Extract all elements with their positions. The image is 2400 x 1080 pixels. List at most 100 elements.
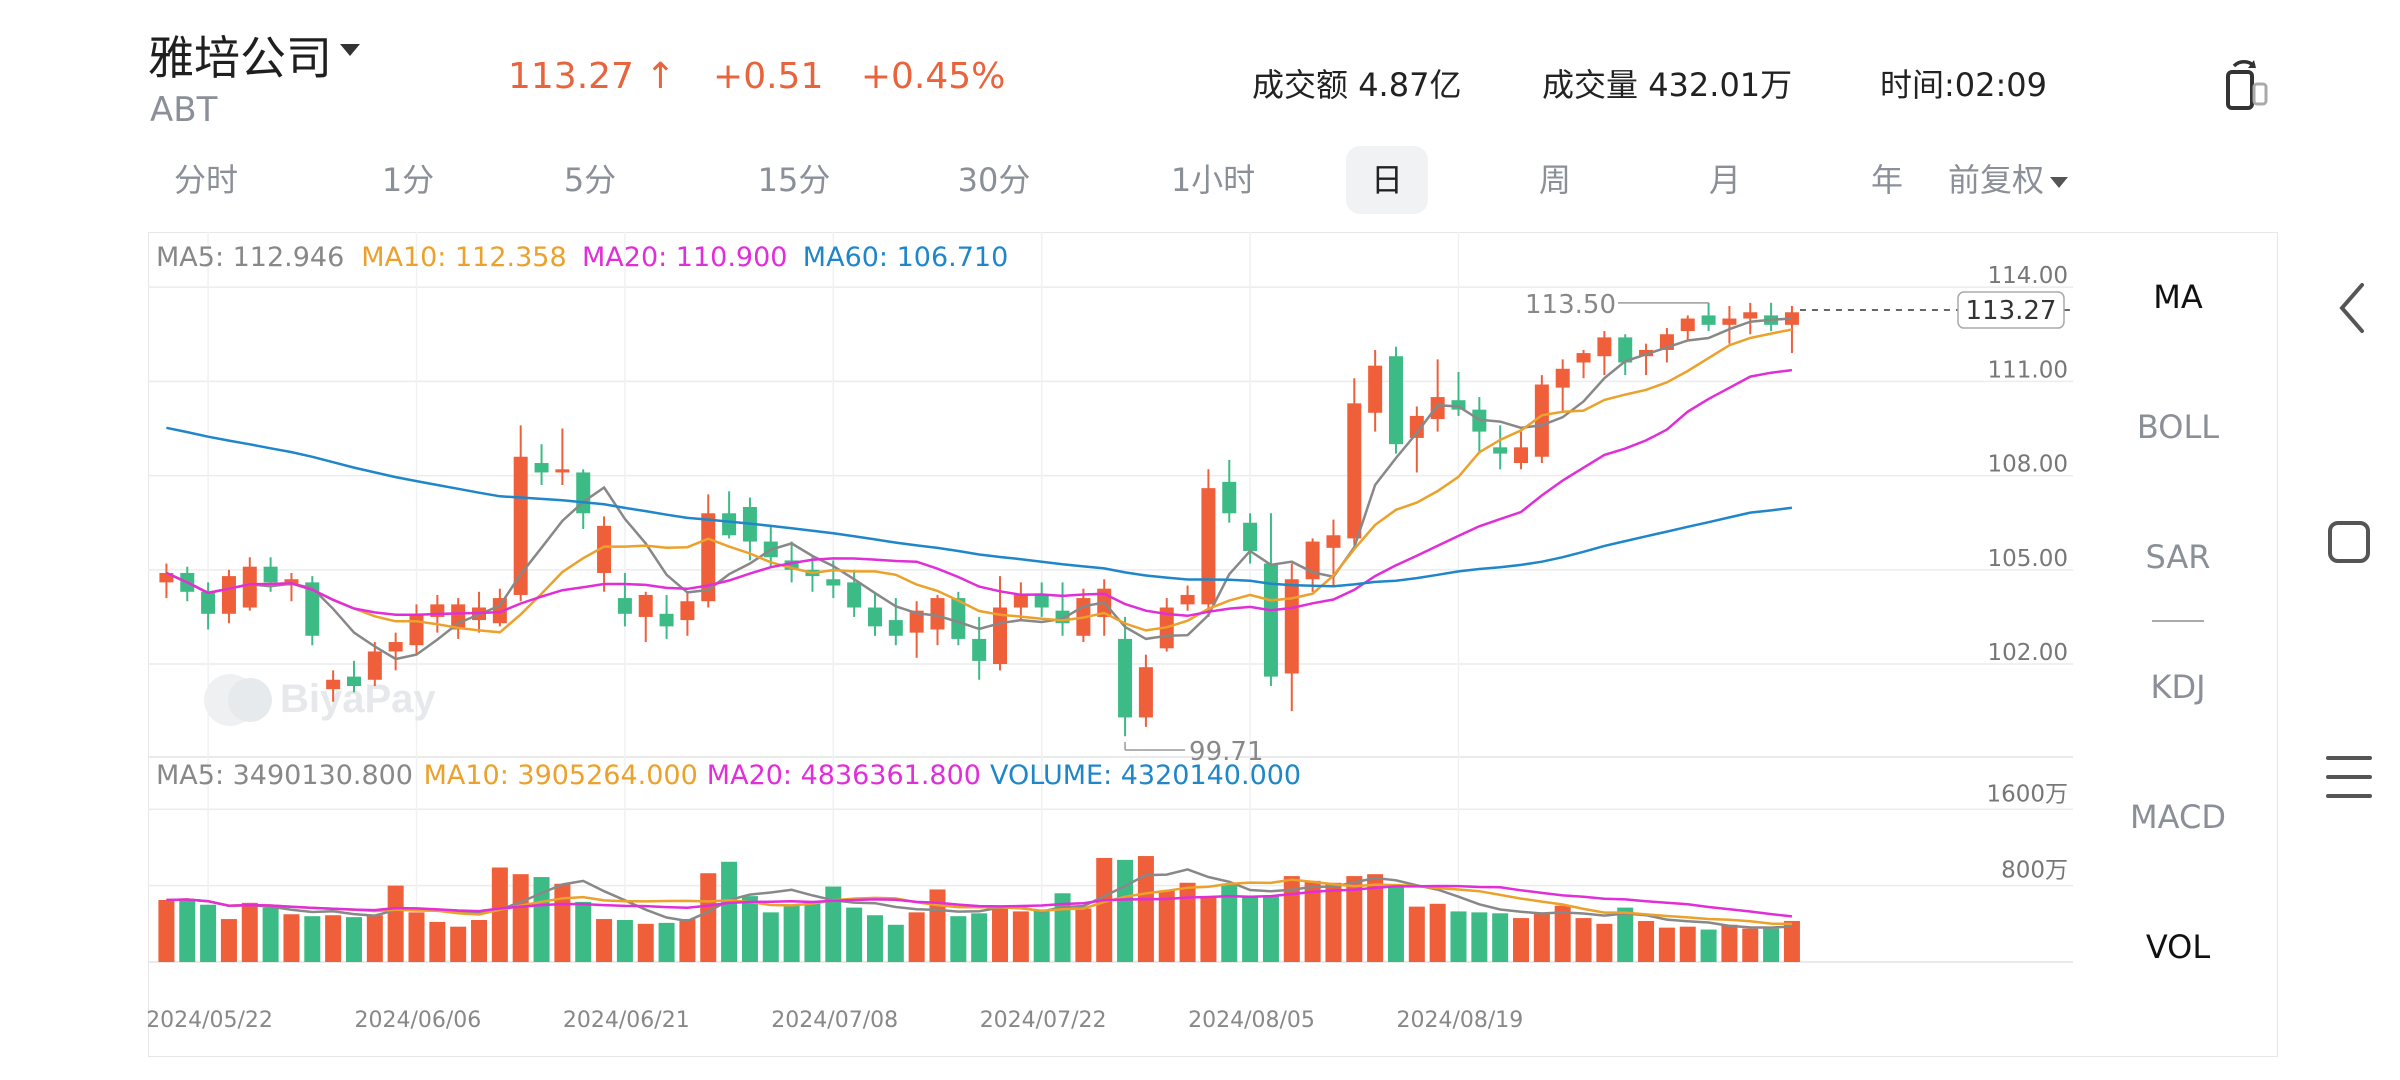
period-tabs: 分时 1分 5分 15分 30分 1小时 日 周 月 年 前复权	[148, 146, 2069, 216]
volume-bar	[616, 920, 633, 962]
candle-body	[867, 607, 882, 627]
chart-frame	[148, 232, 2278, 1057]
tab-1hour[interactable]: 1小时	[1170, 161, 1256, 199]
tab-15min[interactable]: 15分	[757, 161, 831, 199]
time-stat: 时间:02:09	[1880, 60, 2047, 106]
ma60-line	[166, 426, 1793, 588]
candle-body	[1013, 594, 1028, 608]
price-tick-label: 114.00	[1988, 263, 2068, 289]
chevron-down-icon[interactable]	[340, 44, 360, 56]
volume-bar	[1658, 927, 1675, 962]
back-icon[interactable]	[2339, 283, 2364, 333]
candle-body	[1180, 594, 1195, 605]
volume-bar	[721, 861, 738, 962]
candle-body	[784, 560, 799, 570]
volume-bar	[1700, 929, 1717, 962]
volume-bars	[158, 856, 1800, 962]
candle-body	[1722, 318, 1737, 325]
candle-body	[722, 513, 737, 536]
candle-body	[1201, 488, 1216, 605]
volume-bar	[908, 912, 925, 962]
indicator-sar[interactable]: SAR	[2145, 538, 2211, 576]
candle-body	[242, 566, 257, 608]
volume-bar	[1575, 918, 1592, 962]
volume-bar	[1200, 896, 1217, 962]
candle-body	[1618, 337, 1633, 363]
tab-week[interactable]: 周	[1538, 161, 1571, 199]
current-price-box	[1957, 291, 2065, 329]
tab-day[interactable]: 日	[1346, 146, 1428, 214]
indicator-kdj[interactable]: KDJ	[2150, 668, 2206, 706]
candle-body	[534, 463, 549, 473]
candle-body	[1597, 337, 1612, 357]
volume-bar	[1179, 882, 1196, 962]
volume-legend-item: MA5: 3490130.800	[156, 760, 413, 791]
volume-bar	[262, 907, 279, 962]
watermark: BiyaPay	[204, 674, 436, 726]
candle-body	[263, 566, 278, 583]
candle-body	[1680, 318, 1695, 332]
adjust-dropdown[interactable]: 前复权	[1948, 146, 2069, 214]
candle-body	[1430, 397, 1445, 420]
tab-year[interactable]: 年	[1870, 161, 1903, 199]
volume-bar	[1283, 876, 1300, 962]
candle-body	[492, 598, 507, 624]
turnover-label: 成交额	[1252, 66, 1349, 104]
candle-body	[1493, 447, 1508, 454]
volume-bar	[1408, 906, 1425, 962]
volume-label: 成交量	[1542, 66, 1639, 104]
candle-body	[826, 579, 841, 586]
indicator-boll[interactable]: BOLL	[2136, 408, 2220, 446]
tab-30min[interactable]: 30分	[957, 161, 1031, 199]
price-quote: 113.27 ↑ +0.51 +0.45%	[508, 56, 1031, 97]
candle-body	[1138, 667, 1153, 718]
candle-body	[638, 594, 653, 617]
rotate-screen-icon[interactable]	[2220, 56, 2270, 110]
volume-bar	[283, 914, 300, 962]
candle-body	[513, 456, 528, 595]
volume-bar	[1096, 857, 1113, 962]
tab-5min[interactable]: 5分	[563, 161, 617, 199]
tab-intraday[interactable]: 分时	[173, 161, 238, 199]
candle-body	[1576, 353, 1591, 363]
tab-month[interactable]: 月	[1708, 161, 1741, 199]
kline-chart[interactable]: BiyaPay 102.00 105.00 108.00 111.00 114.00 80…	[148, 232, 2078, 1057]
menu-icon[interactable]	[2326, 756, 2372, 798]
volume-bar	[658, 922, 675, 962]
volume-bar	[1075, 908, 1092, 962]
volume-bar	[866, 915, 883, 962]
indicator-ma[interactable]: MA	[2153, 278, 2203, 316]
volume-bar	[241, 902, 258, 962]
indicator-vol[interactable]: VOL	[2145, 928, 2211, 966]
candle-body	[1701, 315, 1716, 325]
price-legend-item: MA60: 106.710	[803, 242, 1008, 273]
candle-body	[909, 610, 924, 633]
candle-body	[1743, 312, 1758, 319]
volume-bar	[1033, 910, 1050, 962]
home-icon[interactable]	[2328, 521, 2370, 563]
volume-legend-item: MA20: 4836361.800	[707, 760, 981, 791]
candle-body	[617, 598, 632, 614]
volume-tick-label: 800万	[2001, 858, 2068, 884]
candle-body	[1784, 312, 1799, 325]
ticker-symbol: ABT	[150, 90, 218, 130]
candle-body	[409, 613, 424, 646]
volume-bar	[325, 915, 342, 962]
candle-body	[159, 572, 174, 583]
volume-bar	[1387, 887, 1404, 962]
candle-body	[1451, 400, 1466, 410]
volume-bar	[158, 899, 175, 962]
volume-bar	[200, 904, 217, 962]
date-tick-label: 2024/05/22	[148, 1008, 273, 1033]
volume-bar	[1638, 920, 1655, 962]
volume-bar	[950, 916, 967, 962]
candle-body	[1034, 594, 1049, 608]
price-legend-item: MA20: 110.900	[582, 242, 787, 273]
volume-bar	[1242, 897, 1259, 962]
candle-body	[1222, 481, 1237, 514]
tab-1min[interactable]: 1分	[381, 161, 435, 199]
indicator-macd[interactable]: MACD	[2130, 798, 2226, 836]
ma-lines	[165, 317, 1793, 661]
stock-name[interactable]: 雅培公司	[148, 31, 332, 85]
volume-bar	[1513, 918, 1530, 962]
